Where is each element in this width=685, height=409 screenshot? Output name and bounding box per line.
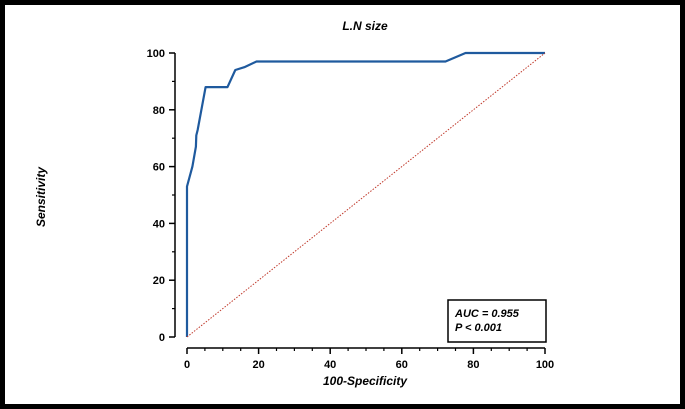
chart-title: L.N size [342, 19, 388, 33]
x-tick-label: 0 [184, 359, 190, 371]
roc-curve-line [185, 51, 545, 337]
tick-labels: 0 20 40 60 80 100 0 20 40 60 80 100 [147, 48, 555, 371]
y-tick-label: 0 [159, 332, 165, 344]
y-tick-label: 60 [153, 162, 165, 174]
y-tick-label: 20 [153, 275, 165, 287]
auc-annotation: AUC = 0.955 P < 0.001 [447, 299, 547, 343]
x-tick-label: 100 [536, 359, 554, 371]
x-tick-label: 60 [396, 359, 408, 371]
p-value-text: P < 0.001 [455, 322, 502, 334]
x-tick-label: 20 [252, 359, 264, 371]
series-group [185, 51, 546, 338]
y-tick-label: 40 [153, 218, 165, 230]
x-axis-label: 100-Specificity [323, 374, 408, 388]
reference-diagonal-line [186, 52, 546, 338]
annotation-box [447, 299, 547, 343]
y-axis-label: Sensitivity [34, 166, 48, 227]
tick-marks [169, 52, 546, 354]
x-tick-label: 40 [324, 359, 336, 371]
y-tick-label: 80 [153, 105, 165, 117]
y-tick-label: 100 [147, 48, 165, 60]
x-tick-label: 80 [467, 359, 479, 371]
auc-text: AUC = 0.955 [454, 308, 520, 320]
roc-chart: L.N size 0 20 40 60 80 100 0 20 40 60 80 100 100-Sp… [34, 19, 555, 388]
